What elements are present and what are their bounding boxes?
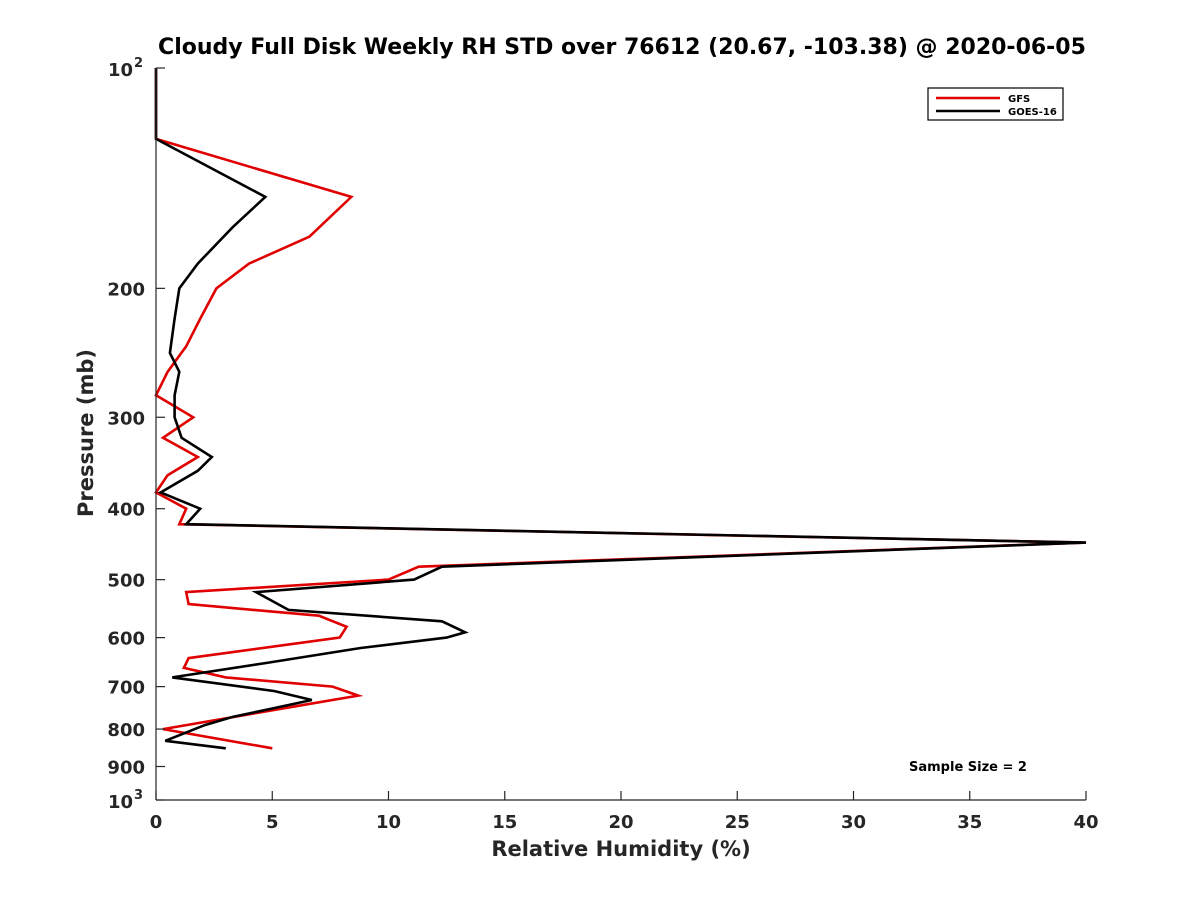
y-tick-label: 200 (107, 279, 145, 300)
x-tick-label: 25 (725, 812, 750, 833)
x-tick-label: 0 (150, 812, 163, 833)
x-tick-label: 20 (608, 812, 633, 833)
x-tick-label: 15 (492, 812, 517, 833)
x-tick-label: 10 (376, 812, 401, 833)
y-tick-exponent: 3 (134, 788, 143, 803)
y-tick-label: 10 (108, 792, 133, 813)
x-tick-label: 35 (957, 812, 982, 833)
y-tick-exponent: 2 (134, 56, 143, 71)
x-axis-label: Relative Humidity (%) (491, 837, 750, 861)
x-tick-label: 30 (841, 812, 866, 833)
x-tick-label: 5 (266, 812, 279, 833)
y-axis-label: Pressure (mb) (74, 349, 98, 517)
y-tick-label: 500 (107, 571, 145, 592)
y-tick-label: 600 (107, 629, 145, 650)
y-tick-label: 800 (107, 720, 145, 741)
series-line-gfs (154, 68, 1087, 750)
legend: GFS GOES-16 (927, 87, 1064, 121)
chart-title: Cloudy Full Disk Weekly RH STD over 7661… (158, 35, 1086, 60)
y-tick-label: 900 (107, 758, 145, 779)
y-tick-label: 700 (107, 678, 145, 699)
y-tick-label: 10 (108, 60, 133, 81)
sample-size-annotation: Sample Size = 2 (909, 760, 1027, 775)
series-line-goes-16 (154, 68, 1087, 750)
plot-area (154, 68, 1087, 750)
y-tick-label: 300 (107, 408, 145, 429)
x-tick-label: 40 (1073, 812, 1098, 833)
legend-box (927, 87, 1064, 121)
legend-label: GFS (1008, 94, 1030, 105)
y-tick-label: 400 (107, 500, 145, 521)
legend-label: GOES-16 (1008, 107, 1057, 118)
